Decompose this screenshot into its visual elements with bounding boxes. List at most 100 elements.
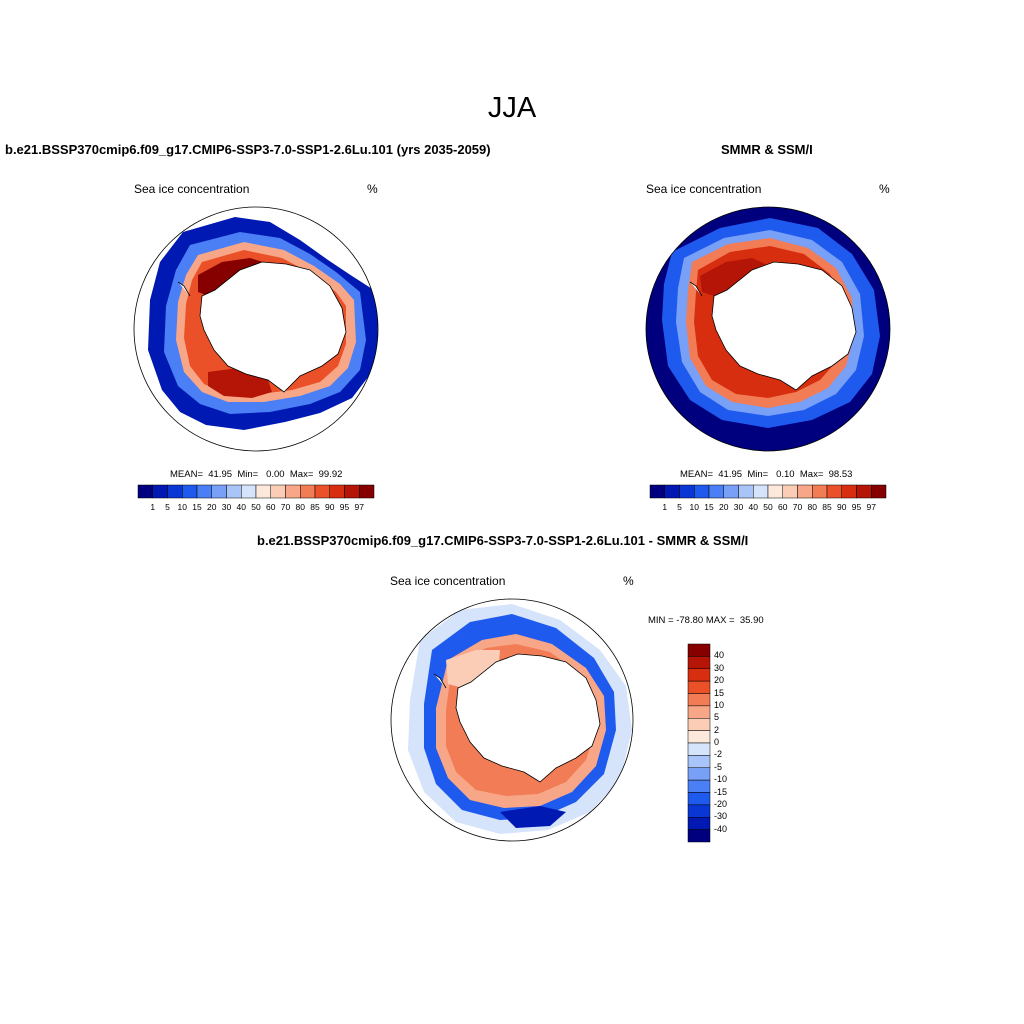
stats-diff: MIN = -78.80 MAX = 35.90 (648, 615, 764, 626)
var-label-diff: Sea ice concentration (390, 574, 506, 588)
colorbar-obs-tick-label: 30 (733, 502, 744, 512)
colorbar-diff-swatch (687, 730, 711, 744)
colorbar-model-swatch (137, 484, 153, 499)
colorbar-obs-swatch (649, 484, 665, 499)
colorbar-diff-swatch (687, 829, 711, 843)
colorbar-diff-tick-label: -10 (714, 774, 728, 785)
colorbar-model-tick-label: 95 (339, 502, 350, 512)
colorbar-model-tick-label: 90 (325, 502, 335, 512)
colorbar-obs-tick-label: 97 (866, 502, 876, 512)
colorbar-model-tick-label: 85 (310, 502, 320, 512)
var-label-model: Sea ice concentration (134, 182, 250, 196)
colorbar-diff-tick-label: -40 (714, 823, 728, 834)
colorbar-diff-tick-label: -2 (714, 749, 723, 760)
colorbar-obs-tick-label: 95 (851, 502, 862, 512)
colorbar-obs-swatch (856, 484, 872, 499)
stats-model: MEAN= 41.95 Min= 0.00 Max= 99.92 (170, 469, 343, 480)
colorbar-model-swatch (359, 484, 375, 499)
var-label-obs: Sea ice concentration (646, 182, 762, 196)
colorbar-diff-tick-label: 5 (714, 712, 720, 723)
colorbar-model-swatch (270, 484, 286, 499)
colorbar-model-tick-label: 70 (280, 502, 291, 512)
antarctica-outline-diff (433, 653, 601, 783)
colorbar-obs-tick-label: 85 (822, 502, 832, 512)
colorbar-obs-tick-label: 5 (677, 502, 682, 512)
colorbar-diff-swatch (687, 804, 711, 818)
colorbar-diff-tick-label: 15 (714, 687, 725, 698)
colorbar-diff (687, 643, 711, 843)
panel-title-obs: SMMR & SSM/I (721, 142, 813, 157)
colorbar-diff-swatch (687, 755, 711, 768)
colorbar-diff-swatch (687, 742, 711, 756)
colorbar-diff-tick-label: -5 (714, 761, 723, 772)
colorbar-model-tick-label: 97 (354, 502, 364, 512)
colorbar-obs-swatch (664, 484, 680, 499)
colorbar-diff-swatch (687, 705, 711, 719)
colorbar-model-swatch (314, 484, 330, 499)
colorbar-obs-swatch (841, 484, 857, 499)
colorbar-obs-swatch (871, 484, 887, 499)
colorbar-obs-swatch (767, 484, 783, 499)
colorbar-diff-tick-label: 0 (714, 737, 720, 747)
colorbar-model-tick-label: 60 (266, 502, 276, 512)
colorbar-diff-swatch (687, 779, 711, 793)
colorbar-model-swatch (255, 484, 271, 499)
colorbar-model-swatch (285, 484, 301, 499)
colorbar-obs-swatch (797, 484, 813, 499)
colorbar-model-swatch (226, 484, 242, 499)
colorbar-model-swatch (211, 484, 227, 499)
colorbar-diff-swatch (687, 693, 711, 707)
colorbar-model-tick-label: 15 (192, 502, 202, 512)
colorbar-diff-labels: 40 30 20 15 10 5 2 0 -2 -5 -10 -15 -20 -30 -40 (714, 644, 754, 842)
colorbar-obs-tick-label: 1 (662, 502, 668, 512)
colorbar-model (137, 484, 375, 499)
colorbar-diff-swatch (687, 817, 711, 830)
colorbar-diff-swatch (687, 680, 711, 694)
colorbar-diff-tick-label: 30 (714, 662, 725, 673)
colorbar-diff-tick-label: 40 (714, 650, 725, 661)
colorbar-obs-tick-label: 90 (837, 502, 847, 512)
colorbar-model-tick-label: 40 (236, 502, 246, 512)
colorbar-model-swatch (329, 484, 345, 499)
colorbar-obs-tick-label: 70 (792, 502, 803, 512)
colorbar-diff-swatch (687, 792, 711, 806)
colorbar-obs-tick-label: 15 (704, 502, 714, 512)
colorbar-obs-swatch (679, 484, 695, 499)
antarctica-outline-model (177, 261, 347, 393)
colorbar-model-tick-label: 50 (251, 502, 261, 512)
colorbar-obs-swatch (694, 484, 710, 499)
colorbar-obs-swatch (812, 484, 828, 499)
colorbar-diff-tick-label: -30 (714, 811, 728, 822)
colorbar-diff-tick-label: -20 (714, 798, 728, 809)
colorbar-model-swatch (152, 484, 168, 499)
colorbar-model-swatch (182, 484, 198, 499)
colorbar-model-swatch (167, 484, 183, 499)
panel-title-model: b.e21.BSSP370cmip6.f09_g17.CMIP6-SSP3-7.… (5, 142, 491, 157)
colorbar-obs-swatch (782, 484, 798, 499)
colorbar-obs-swatch (723, 484, 739, 499)
units-obs: % (879, 182, 890, 196)
main-title: JJA (487, 92, 537, 124)
colorbar-obs-tick-label: 60 (778, 502, 788, 512)
colorbar-diff-tick-label: 10 (714, 699, 725, 710)
colorbar-model-swatch (300, 484, 316, 499)
units-diff: % (623, 574, 634, 588)
colorbar-obs-labels: 1 5 10 15 20 30 40 50 60 70 80 85 90 95 97 (650, 500, 886, 514)
colorbar-model-swatch (241, 484, 257, 499)
colorbar-obs-tick-label: 10 (689, 502, 699, 512)
units-model: % (367, 182, 378, 196)
colorbar-obs-tick-label: 50 (763, 502, 773, 512)
colorbar-diff-tick-label: -15 (714, 786, 728, 797)
colorbar-model-labels: 1 5 10 15 20 30 40 50 60 70 80 85 90 95 97 (138, 500, 374, 514)
colorbar-obs-tick-label: 20 (719, 502, 729, 512)
colorbar-model-tick-label: 80 (295, 502, 305, 512)
colorbar-obs-tick-label: 80 (807, 502, 817, 512)
colorbar-obs-swatch (753, 484, 769, 499)
colorbar-diff-tick-label: 2 (714, 724, 720, 735)
colorbar-model-tick-label: 10 (177, 502, 187, 512)
colorbar-obs-swatch (738, 484, 754, 499)
colorbar-model-tick-label: 5 (165, 502, 170, 512)
colorbar-diff-swatch (687, 643, 711, 657)
